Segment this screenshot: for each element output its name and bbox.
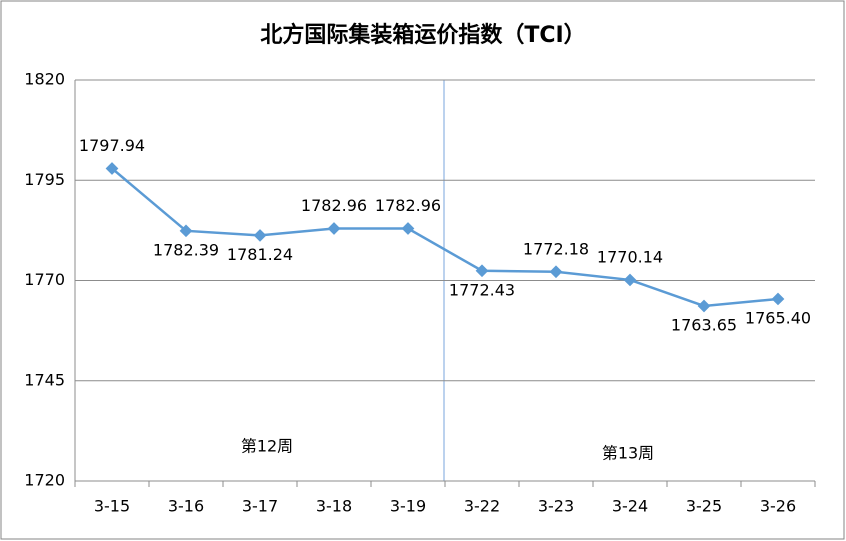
data-label: 1772.18 [523, 239, 589, 258]
marker [253, 229, 267, 242]
data-label: 1770.14 [597, 247, 663, 266]
marker [401, 222, 415, 235]
data-label: 1782.39 [153, 240, 219, 259]
data-label: 1781.24 [227, 245, 293, 264]
marker [327, 222, 341, 235]
x-tick-label: 3-24 [612, 497, 648, 516]
data-label: 1763.65 [671, 315, 737, 334]
x-tick-label: 3-26 [760, 497, 796, 516]
x-tick-label: 3-25 [686, 497, 722, 516]
data-label: 1782.96 [375, 196, 441, 215]
x-tick-label: 3-23 [538, 497, 574, 516]
marker [475, 264, 489, 278]
x-tick-label: 3-18 [316, 497, 352, 516]
data-label: 1797.94 [79, 136, 145, 155]
annotation: 第12周 [241, 437, 293, 456]
x-tick-label: 3-19 [390, 497, 426, 516]
marker [179, 224, 193, 238]
x-tick-label: 3-22 [464, 497, 500, 516]
y-tick-label: 1720 [24, 471, 65, 490]
y-tick-label: 1745 [24, 370, 65, 389]
data-label: 1765.40 [745, 308, 811, 327]
y-tick-label: 1770 [24, 270, 65, 289]
x-tick-label: 3-17 [242, 497, 278, 516]
chart-title: 北方国际集装箱运价指数（TCI） [260, 22, 585, 48]
y-tick-label: 1795 [24, 170, 65, 189]
data-label: 1772.43 [449, 280, 515, 299]
data-label: 1782.96 [301, 196, 367, 215]
marker [105, 162, 119, 175]
annotation: 第13周 [602, 444, 654, 463]
x-tick-label: 3-16 [168, 497, 204, 516]
y-tick-label: 1820 [24, 70, 65, 89]
x-tick-label: 3-15 [94, 497, 130, 516]
line [111, 167, 779, 308]
